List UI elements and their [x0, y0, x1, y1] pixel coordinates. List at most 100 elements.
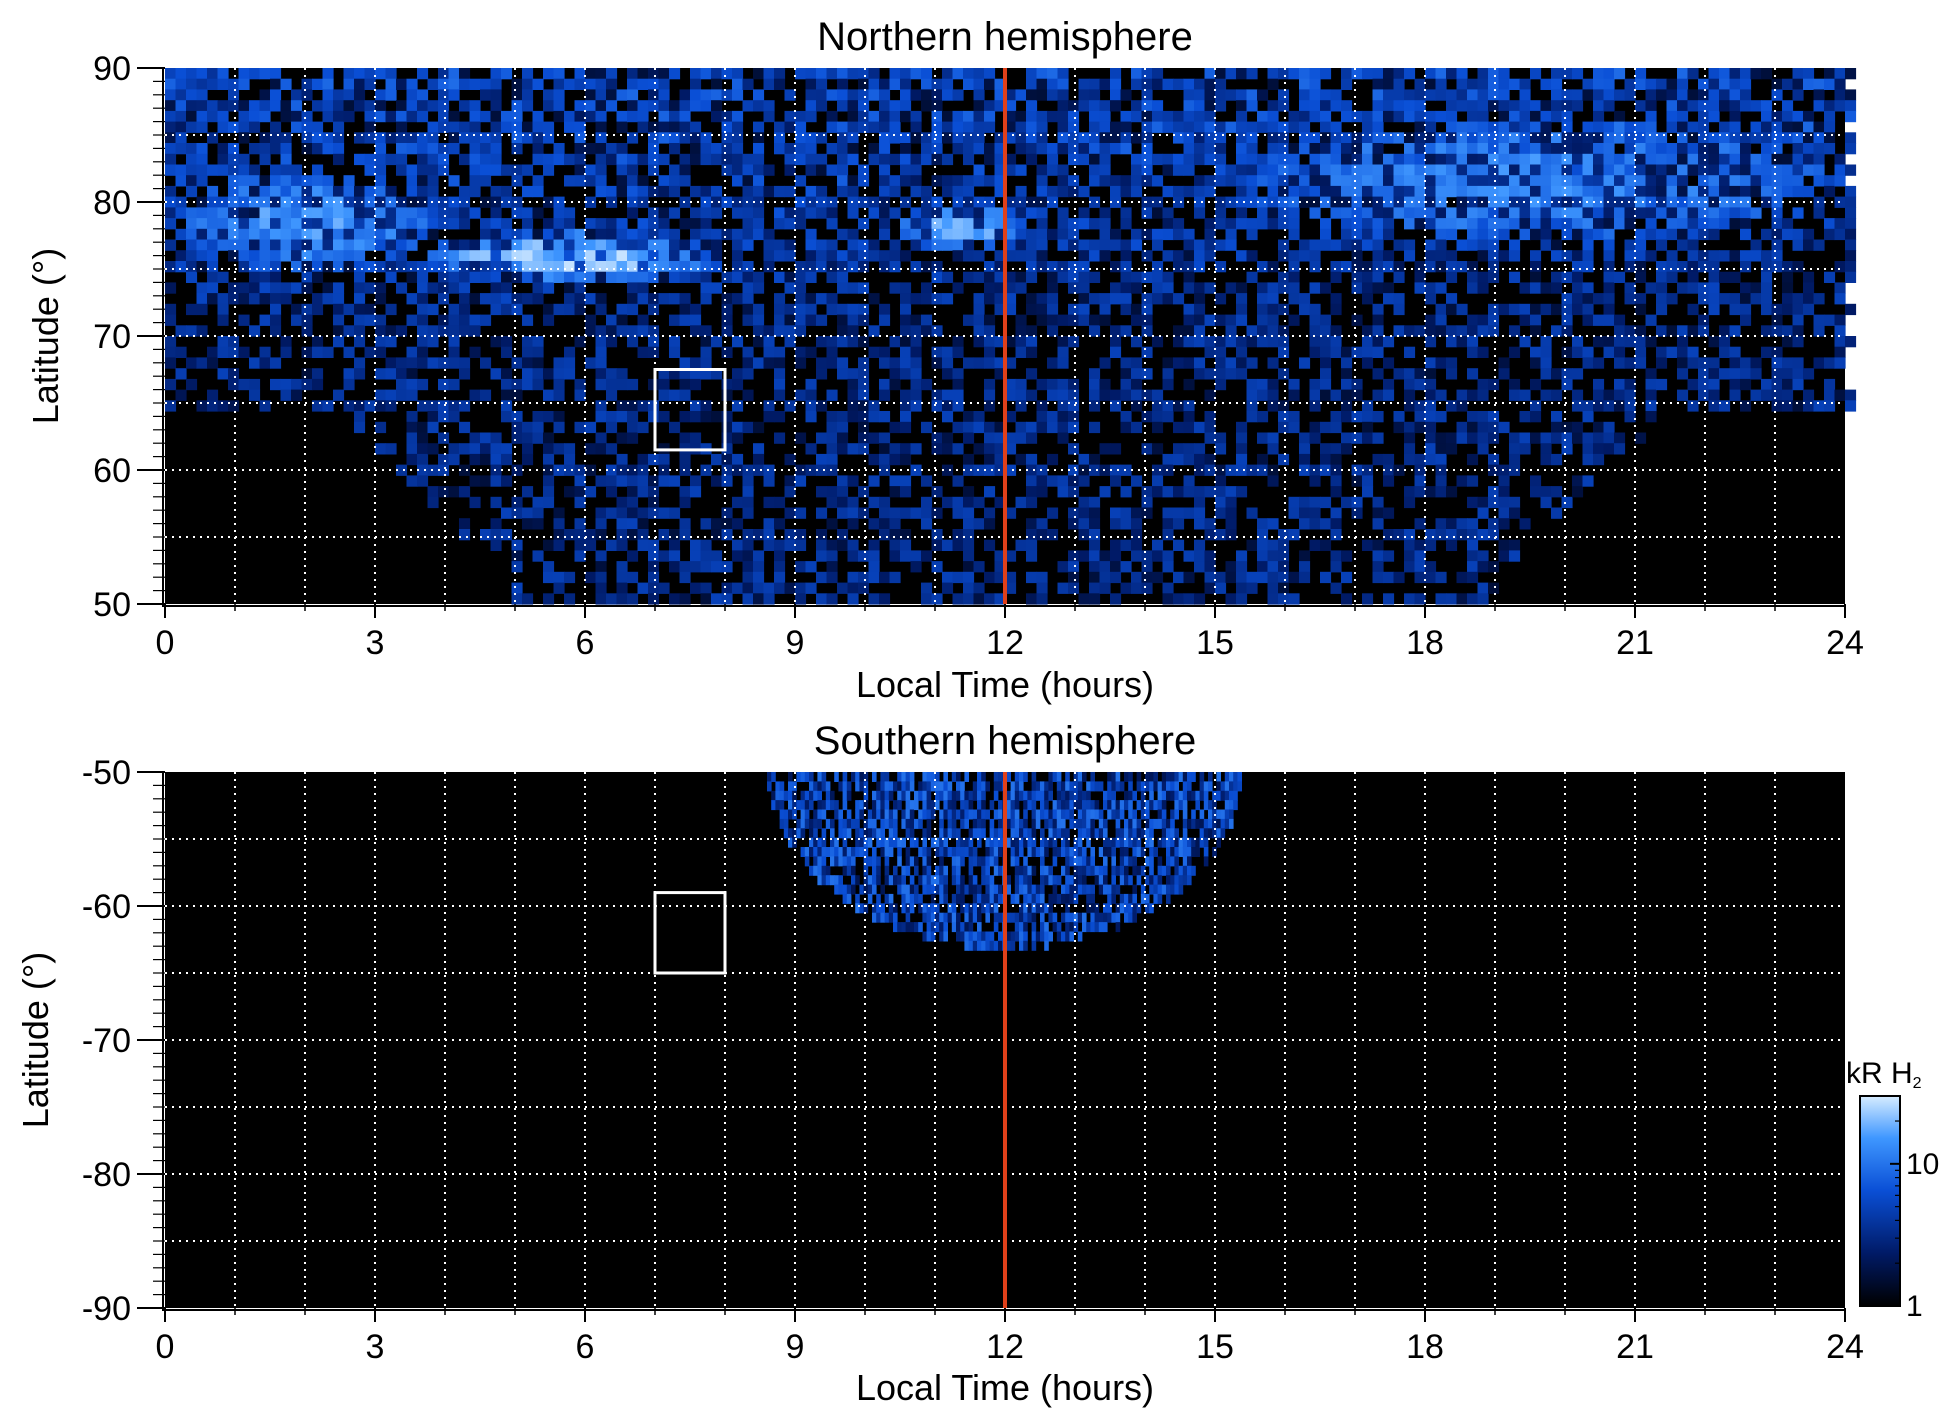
north-heatmap-cell [301, 271, 313, 283]
north-heatmap-cell [921, 582, 933, 594]
north-heatmap-cell [1383, 89, 1395, 101]
north-heatmap-cell [742, 282, 754, 294]
north-heatmap-cell [616, 561, 628, 573]
north-heatmap-cell [1194, 100, 1206, 112]
north-heatmap-cell [868, 293, 880, 305]
south-heatmap-cell [914, 856, 919, 867]
north-heatmap-cell [1246, 411, 1258, 423]
north-heatmap-cell [511, 303, 523, 316]
north-heatmap-cell [186, 271, 198, 283]
north-heatmap-cell [879, 432, 891, 444]
north-heatmap-cell [648, 486, 660, 498]
north-heatmap-cell [532, 78, 544, 90]
north-heatmap-cell [1698, 261, 1710, 273]
north-heatmap-cell [228, 250, 240, 262]
north-heatmap-cell [259, 250, 271, 262]
north-heatmap-cell [270, 132, 282, 144]
north-heatmap-cell [658, 271, 670, 283]
north-heatmap-cell [396, 228, 408, 241]
north-heatmap-cell [1278, 593, 1290, 605]
north-heatmap-cell [1656, 357, 1668, 369]
north-heatmap-cell [994, 78, 1006, 90]
north-heatmap-cell [1509, 207, 1521, 219]
north-heatmap-cell [1467, 368, 1479, 380]
north-heatmap-cell [1110, 143, 1122, 155]
north-heatmap-cell [1456, 196, 1468, 208]
north-heatmap-cell [826, 421, 838, 434]
north-heatmap-cell [1068, 411, 1080, 423]
north-heatmap-cell [1845, 68, 1857, 80]
north-heatmap-cell [1509, 132, 1521, 144]
north-heatmap-cell [438, 400, 450, 412]
north-heatmap-cell [963, 196, 975, 208]
north-heatmap-cell [1540, 110, 1552, 123]
north-heatmap-cell [1278, 132, 1290, 144]
north-heatmap-cell [543, 196, 555, 208]
north-heatmap-cell [742, 582, 754, 594]
north-heatmap-cell [1089, 325, 1101, 337]
south-heatmap-cell [922, 800, 927, 811]
north-heatmap-cell [994, 261, 1006, 273]
north-heatmap-cell [1666, 325, 1678, 337]
north-heatmap-cell [952, 378, 964, 391]
north-heatmap-cell [1540, 336, 1552, 348]
north-heatmap-cell [375, 132, 387, 144]
north-heatmap-cell [511, 293, 523, 305]
north-heatmap-cell [1110, 475, 1122, 487]
north-heatmap-cell [1299, 121, 1311, 133]
north-heatmap-cell [1089, 132, 1101, 144]
north-heatmap-cell [448, 132, 460, 144]
north-heatmap-cell [490, 185, 502, 198]
north-heatmap-cell [984, 314, 996, 326]
north-heatmap-cell [1456, 529, 1468, 541]
north-heatmap-cell [931, 346, 943, 358]
north-heatmap-cell [1341, 496, 1353, 509]
north-heatmap-cell [1225, 196, 1237, 208]
north-heatmap-cell [1540, 496, 1552, 509]
south-heatmap-cell [846, 828, 852, 839]
north-heatmap-cell [1204, 175, 1216, 187]
north-heatmap-cell [1288, 121, 1300, 133]
north-heatmap-cell [228, 346, 240, 358]
north-heatmap-cell [1183, 421, 1195, 434]
north-heatmap-cell [837, 100, 849, 112]
north-heatmap-cell [1204, 336, 1216, 348]
north-heatmap-cell [1183, 325, 1195, 337]
north-heatmap-cell [889, 571, 901, 584]
north-heatmap-cell [1393, 571, 1405, 584]
north-heatmap-cell [1740, 175, 1752, 187]
north-ytick-label: 50 [93, 586, 131, 624]
south-heatmap-cell [884, 790, 890, 801]
north-heatmap-cell [1572, 303, 1584, 316]
north-heatmap-cell [1519, 518, 1531, 530]
north-heatmap-cell [1771, 368, 1783, 380]
north-heatmap-cell [375, 346, 387, 358]
north-heatmap-cell [1330, 271, 1342, 283]
north-heatmap-cell [207, 346, 219, 358]
north-heatmap-cell [1078, 261, 1090, 273]
north-heatmap-cell [763, 250, 775, 262]
north-heatmap-cell [238, 346, 250, 358]
north-heatmap-cell [847, 368, 859, 380]
north-heatmap-cell [1341, 432, 1353, 444]
north-heatmap-cell [574, 389, 586, 401]
south-heatmap-cell [796, 818, 801, 829]
north-heatmap-cell [1383, 175, 1395, 187]
north-heatmap-cell [511, 582, 523, 594]
north-heatmap-cell [648, 164, 660, 176]
north-heatmap-cell [1309, 207, 1321, 219]
north-heatmap-cell [564, 346, 576, 358]
north-heatmap-cell [721, 228, 733, 241]
north-heatmap-cell [1131, 100, 1143, 112]
north-heatmap-cell [1257, 453, 1269, 466]
north-heatmap-cell [238, 132, 250, 144]
north-heatmap-cell [1309, 421, 1321, 434]
north-heatmap-cell [1362, 196, 1374, 208]
north-heatmap-cell [459, 68, 471, 80]
north-heatmap-cell [1687, 185, 1699, 198]
north-heatmap-cell [1330, 100, 1342, 112]
north-heatmap-cell [679, 121, 691, 133]
south-heatmap-cell [897, 837, 902, 848]
north-ytick-label: 60 [93, 452, 131, 490]
south-heatmap-cell [901, 818, 906, 829]
